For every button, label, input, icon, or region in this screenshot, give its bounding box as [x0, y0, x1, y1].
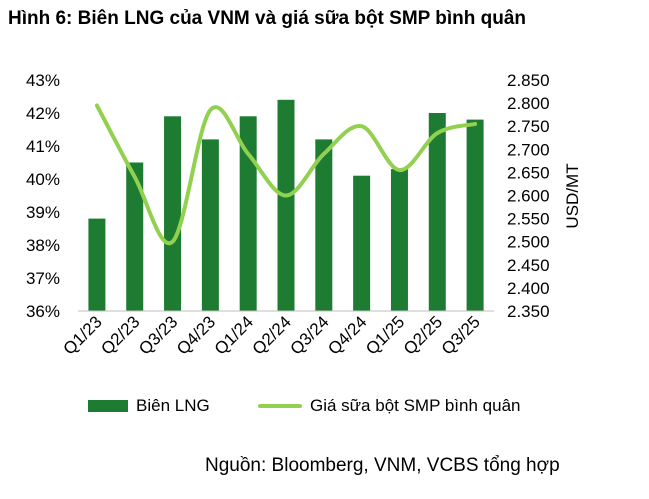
y-right-tick-label: 2.450: [507, 256, 550, 275]
bar: [315, 139, 333, 311]
bar: [353, 175, 371, 311]
bar: [201, 139, 219, 311]
bar: [239, 116, 257, 311]
bar: [88, 218, 106, 311]
x-tick-label: Q3/24: [286, 312, 332, 358]
y-left-tick-label: 43%: [26, 71, 60, 90]
x-tick-label: Q1/23: [60, 312, 106, 358]
y-right-tick-label: 2.850: [507, 71, 550, 90]
y-right-tick-label: 2.650: [507, 163, 550, 182]
legend: Biên LNG Giá sữa bột SMP bình quân: [0, 396, 649, 420]
x-tick-label: Q2/23: [97, 312, 143, 358]
bar: [164, 116, 182, 311]
bar: [390, 169, 408, 311]
bar: [277, 99, 295, 311]
x-tick-label: Q2/24: [249, 312, 295, 358]
y-right-tick-label: 2.400: [507, 279, 550, 298]
x-tick-label: Q1/25: [362, 312, 408, 358]
y-right-tick-label: 2.350: [507, 302, 550, 321]
x-tick-label: Q3/23: [135, 312, 181, 358]
legend-item-line: Giá sữa bột SMP bình quân: [258, 396, 520, 416]
source-note: Nguồn: Bloomberg, VNM, VCBS tổng hợp: [205, 455, 560, 476]
y-right-tick-label: 2.700: [507, 140, 550, 159]
chart-title: Hình 6: Biên LNG của VNM và giá sữa bột …: [8, 8, 527, 29]
y-left-tick-label: 36%: [26, 302, 60, 321]
legend-item-bar: Biên LNG: [88, 396, 210, 416]
y-right-tick-label: 2.550: [507, 210, 550, 229]
y-left-tick-label: 39%: [26, 203, 60, 222]
y-left-tick-label: 38%: [26, 236, 60, 255]
line-series: [94, 103, 478, 246]
bar: [466, 119, 484, 311]
y-left-tick-label: 41%: [26, 137, 60, 156]
y-right-tick-label: 2.600: [507, 187, 550, 206]
x-tick-label: Q1/24: [211, 312, 257, 358]
legend-swatch-line: [258, 404, 302, 408]
y-right-tick-label: 2.800: [507, 94, 550, 113]
x-tick-label: Q2/25: [400, 312, 446, 358]
y-left-tick-label: 40%: [26, 170, 60, 189]
y-left-tick-label: 42%: [26, 104, 60, 123]
y-left-tick-label: 37%: [26, 269, 60, 288]
legend-label-line: Giá sữa bột SMP bình quân: [310, 396, 521, 415]
y-right-axis-label: USD/MT: [563, 163, 582, 228]
legend-label-bar: Biên LNG: [136, 396, 210, 415]
x-tick-label: Q4/23: [173, 312, 219, 358]
bar: [428, 113, 446, 311]
legend-swatch-bar: [88, 400, 128, 412]
y-right-tick-label: 2.750: [507, 117, 550, 136]
x-tick-label: Q3/25: [438, 312, 484, 358]
bar: [126, 162, 144, 311]
x-tick-label: Q4/24: [324, 312, 370, 358]
y-right-tick-label: 2.500: [507, 233, 550, 252]
